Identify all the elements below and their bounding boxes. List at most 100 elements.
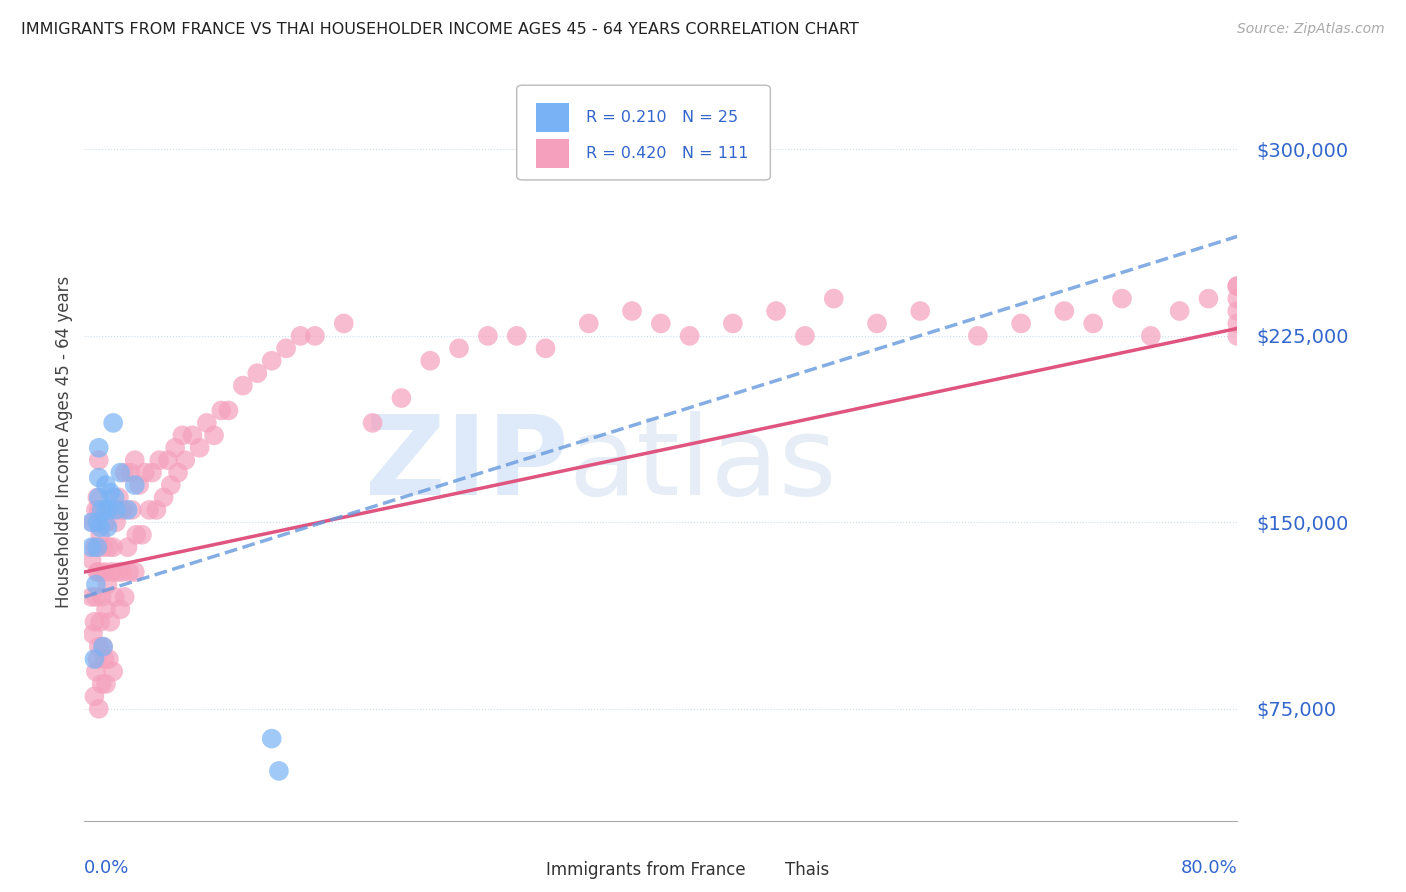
Point bbox=[145, 503, 167, 517]
Point bbox=[823, 292, 845, 306]
Point bbox=[91, 640, 114, 654]
Point bbox=[1226, 279, 1249, 293]
Point bbox=[1226, 279, 1249, 293]
Point bbox=[112, 503, 135, 517]
Point bbox=[910, 304, 932, 318]
Point bbox=[87, 491, 110, 505]
Point bbox=[80, 540, 103, 554]
Point bbox=[188, 441, 211, 455]
Point bbox=[1053, 304, 1076, 318]
Point bbox=[160, 478, 183, 492]
Point bbox=[90, 677, 112, 691]
Point bbox=[97, 652, 120, 666]
Text: atlas: atlas bbox=[568, 411, 837, 517]
Point bbox=[83, 615, 105, 629]
Point bbox=[333, 317, 356, 331]
Point bbox=[89, 520, 111, 534]
Point bbox=[87, 470, 110, 484]
Point bbox=[721, 317, 744, 331]
Text: ZIP: ZIP bbox=[366, 411, 568, 517]
Point bbox=[84, 577, 107, 591]
Bar bbox=[536, 103, 568, 132]
Point bbox=[534, 341, 557, 355]
Point bbox=[246, 366, 269, 380]
FancyBboxPatch shape bbox=[517, 85, 770, 180]
Point bbox=[104, 491, 127, 505]
Point bbox=[87, 702, 110, 716]
Point bbox=[83, 540, 105, 554]
Point bbox=[1168, 304, 1191, 318]
Point bbox=[148, 453, 170, 467]
Bar bbox=[510, 864, 536, 888]
Point bbox=[1010, 317, 1032, 331]
Text: IMMIGRANTS FROM FRANCE VS THAI HOUSEHOLDER INCOME AGES 45 - 64 YEARS CORRELATION: IMMIGRANTS FROM FRANCE VS THAI HOUSEHOLD… bbox=[21, 22, 859, 37]
Point bbox=[128, 478, 150, 492]
Point bbox=[172, 428, 194, 442]
Point bbox=[125, 528, 148, 542]
Point bbox=[202, 428, 225, 442]
Point bbox=[1140, 329, 1163, 343]
Point bbox=[111, 565, 134, 579]
Point bbox=[94, 503, 117, 517]
Point bbox=[87, 453, 110, 467]
Point bbox=[121, 503, 143, 517]
Text: Immigrants from France: Immigrants from France bbox=[546, 861, 745, 879]
Point bbox=[91, 640, 114, 654]
Point bbox=[152, 491, 174, 505]
Point bbox=[107, 565, 129, 579]
Y-axis label: Householder Income Ages 45 - 64 years: Householder Income Ages 45 - 64 years bbox=[55, 276, 73, 607]
Point bbox=[218, 403, 240, 417]
Point bbox=[506, 329, 529, 343]
Point bbox=[84, 665, 107, 679]
Point bbox=[1226, 317, 1249, 331]
Point bbox=[1111, 292, 1133, 306]
Point bbox=[276, 341, 298, 355]
Point bbox=[94, 677, 117, 691]
Point bbox=[621, 304, 644, 318]
Point bbox=[141, 466, 163, 480]
Point bbox=[103, 665, 124, 679]
Point bbox=[391, 391, 413, 405]
Point bbox=[84, 590, 107, 604]
Point bbox=[108, 491, 131, 505]
Point bbox=[134, 466, 156, 480]
Point bbox=[477, 329, 499, 343]
Point bbox=[304, 329, 326, 343]
Point bbox=[260, 731, 283, 746]
Point bbox=[1198, 292, 1220, 306]
Point bbox=[679, 329, 702, 343]
Point bbox=[94, 478, 117, 492]
Bar bbox=[751, 864, 776, 888]
Point bbox=[290, 329, 312, 343]
Point bbox=[110, 503, 132, 517]
Point bbox=[794, 329, 817, 343]
Point bbox=[120, 466, 142, 480]
Text: Thais: Thais bbox=[786, 861, 830, 879]
Point bbox=[80, 516, 103, 530]
Point bbox=[86, 491, 108, 505]
Point bbox=[98, 615, 121, 629]
Point bbox=[87, 503, 110, 517]
Point bbox=[82, 516, 104, 530]
Point bbox=[82, 627, 104, 641]
Point bbox=[765, 304, 787, 318]
Text: 0.0%: 0.0% bbox=[84, 858, 129, 877]
Point bbox=[419, 353, 441, 368]
Point bbox=[98, 485, 121, 500]
Point bbox=[232, 378, 254, 392]
Point bbox=[260, 353, 283, 368]
Point bbox=[105, 503, 128, 517]
Point bbox=[118, 565, 141, 579]
Point bbox=[87, 565, 110, 579]
Point bbox=[124, 565, 146, 579]
Point bbox=[97, 540, 120, 554]
Point bbox=[86, 565, 108, 579]
Point bbox=[86, 540, 108, 554]
Point bbox=[110, 602, 132, 616]
Point bbox=[110, 466, 132, 480]
Point bbox=[90, 590, 112, 604]
Point bbox=[90, 503, 112, 517]
Point bbox=[1226, 292, 1249, 306]
Point bbox=[578, 317, 600, 331]
Point bbox=[86, 516, 108, 530]
